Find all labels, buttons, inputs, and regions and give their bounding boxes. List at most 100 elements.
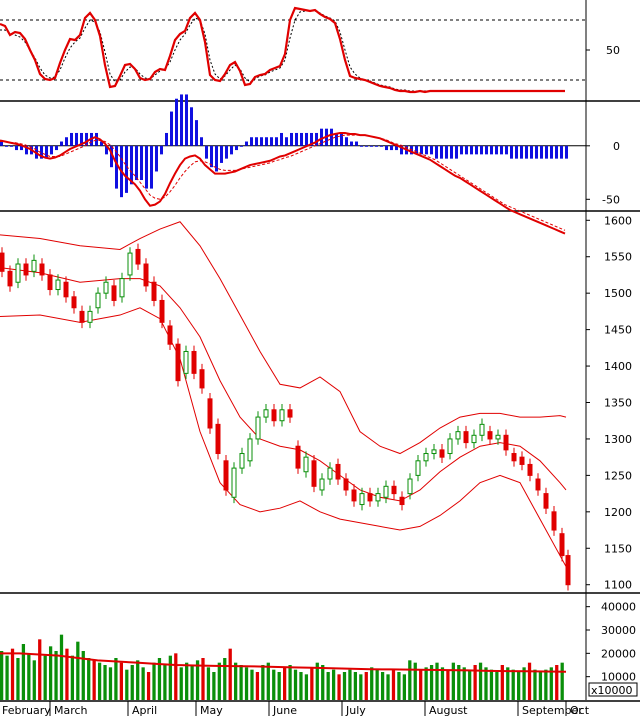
volume-bar	[136, 660, 140, 700]
macd-histogram-bar	[230, 145, 233, 155]
candle-body	[423, 453, 429, 462]
candle-body	[15, 263, 21, 283]
candle-body	[199, 369, 205, 389]
macd-histogram-bar	[260, 137, 263, 146]
candle-body	[0, 252, 5, 272]
candle-body	[143, 263, 149, 287]
candle-body	[167, 325, 173, 345]
macd-histogram-bar	[255, 137, 258, 146]
volume-bar	[331, 669, 336, 700]
candle-body	[391, 485, 397, 495]
volume-bar	[386, 674, 390, 700]
volume-bar	[190, 665, 194, 700]
candle-body	[343, 478, 349, 491]
macd-histogram-bar	[155, 145, 158, 172]
volume-bar	[103, 665, 107, 700]
candle-body	[431, 449, 437, 455]
volume-bar	[511, 669, 515, 700]
candle-body	[215, 423, 221, 455]
candle-body	[103, 281, 109, 294]
volume-bar	[440, 667, 445, 700]
volume-bar	[462, 667, 466, 700]
volume-bar	[76, 641, 80, 700]
macd-histogram-bar	[465, 145, 468, 155]
macd-histogram-bar	[125, 145, 128, 193]
volume-bar	[272, 669, 276, 700]
volume-bar	[555, 665, 559, 700]
volume-bar	[473, 665, 477, 700]
candle-body	[63, 281, 69, 298]
macd-histogram-bar	[95, 132, 98, 146]
macd-histogram-bar	[490, 145, 493, 155]
candle-body	[287, 409, 293, 418]
macd-histogram-bar	[280, 132, 283, 146]
macd-histogram-bar	[310, 132, 313, 146]
macd-histogram-bar	[345, 137, 348, 146]
volume-bar	[424, 667, 428, 700]
volume-bar	[130, 665, 134, 700]
volume-bar	[315, 662, 319, 700]
candle-body	[319, 478, 325, 491]
volume-bar	[228, 648, 232, 700]
candle-body	[87, 310, 93, 323]
volume-bar	[364, 672, 368, 700]
candle-body	[191, 350, 197, 374]
volume-bar	[397, 672, 401, 700]
macd-histogram-bar	[20, 145, 23, 151]
macd-histogram-bar	[220, 145, 223, 163]
macd-histogram-bar	[320, 128, 323, 146]
candle-body	[527, 463, 533, 476]
macd-histogram-bar	[315, 132, 318, 146]
macd-histogram-bar	[340, 132, 343, 146]
volume-bar	[375, 669, 379, 700]
macd-histogram-bar	[305, 132, 308, 146]
candle-body	[551, 511, 557, 531]
volume-bar	[261, 665, 265, 700]
macd-histogram-bar	[375, 145, 378, 147]
candle-body	[519, 456, 525, 465]
candle-body	[295, 445, 301, 469]
volume-bar	[152, 662, 156, 700]
volume-bar	[27, 653, 31, 700]
x-axis-label: June	[272, 704, 297, 716]
candle-body	[39, 263, 45, 276]
macd-histogram-bar	[400, 145, 403, 155]
macd-tick-label: -50	[602, 193, 620, 206]
macd-histogram-bar	[485, 145, 488, 155]
volume-bar	[391, 669, 396, 700]
candle-body	[311, 460, 317, 487]
macd-histogram-bar	[145, 145, 148, 189]
macd-histogram-bar	[430, 145, 433, 155]
macd-histogram-bar	[200, 137, 203, 146]
bollinger-upper-band	[0, 221, 567, 455]
candle-body	[303, 456, 309, 473]
candle-body	[463, 431, 469, 444]
volume-bar	[353, 672, 358, 700]
volume-bar	[16, 658, 20, 700]
volume-bar	[32, 660, 36, 700]
macd-histogram-bar	[205, 145, 208, 159]
volume-bar	[299, 672, 303, 700]
volume-bar	[517, 672, 521, 700]
volume-bar	[234, 662, 238, 700]
candle-body	[47, 274, 53, 291]
volume-bar	[478, 662, 483, 700]
candle-body	[151, 281, 157, 301]
volume-unit-label: x10000	[591, 684, 633, 697]
candle-body	[255, 416, 261, 440]
candle-body	[71, 296, 77, 309]
macd-histogram-bar	[475, 145, 478, 155]
candle-body	[23, 263, 29, 276]
macd-histogram-bar	[175, 98, 178, 146]
volume-tick-label: 10000	[601, 671, 636, 684]
volume-bar	[484, 667, 488, 700]
volume-bar	[489, 669, 494, 700]
volume-bar	[65, 648, 69, 700]
volume-bar	[451, 662, 455, 700]
volume-bar	[370, 667, 374, 700]
candle-body	[359, 493, 365, 506]
macd-tick-label: 0	[613, 140, 620, 153]
candle-body	[447, 438, 453, 455]
volume-tick-label: 40000	[601, 601, 636, 614]
candle-body	[79, 310, 85, 323]
